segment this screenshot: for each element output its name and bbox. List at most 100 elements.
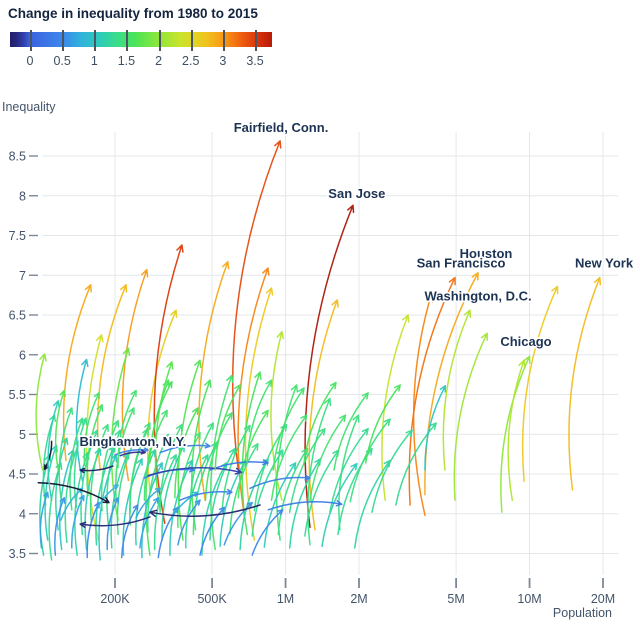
city-arrow[interactable] xyxy=(54,497,66,556)
city-arrow[interactable] xyxy=(199,506,226,556)
city-arrow[interactable] xyxy=(288,427,326,513)
city-label: New York xyxy=(575,255,634,270)
city-arrow[interactable] xyxy=(153,454,177,551)
city-arrow[interactable] xyxy=(43,440,53,470)
legend-tick xyxy=(222,30,225,51)
city-arrow[interactable] xyxy=(381,314,410,501)
chart-title: Change in inequality from 1980 to 2015 xyxy=(8,6,258,21)
city-arrow[interactable] xyxy=(453,332,488,501)
city-arrow[interactable] xyxy=(149,381,173,464)
city-arrow[interactable] xyxy=(244,287,274,541)
city-arrow[interactable] xyxy=(249,474,311,490)
city-arrow[interactable] xyxy=(179,488,233,501)
city-arrow[interactable] xyxy=(147,467,243,477)
city-arrow[interactable] xyxy=(371,429,413,513)
city-arrow[interactable] xyxy=(71,494,85,549)
city-arrow[interactable] xyxy=(309,414,347,501)
city-arrow[interactable] xyxy=(500,355,531,513)
legend-tick-label: 2 xyxy=(155,54,163,68)
city-arrow[interactable] xyxy=(412,294,434,517)
city-arrow[interactable] xyxy=(75,358,89,482)
city-arrow[interactable] xyxy=(349,418,391,503)
city-arrow[interactable] xyxy=(147,433,170,533)
city-arrow[interactable] xyxy=(96,284,128,471)
city-arrow[interactable] xyxy=(89,423,109,524)
city-arrow[interactable] xyxy=(251,449,284,537)
city-arrow[interactable] xyxy=(568,276,602,491)
x-tick-label: 200K xyxy=(100,592,130,606)
city-arrow[interactable] xyxy=(120,504,139,559)
city-arrow[interactable] xyxy=(277,447,309,536)
city-arrow[interactable] xyxy=(159,423,183,513)
city-arrow[interactable] xyxy=(64,439,82,544)
city-arrow[interactable] xyxy=(135,487,161,519)
city-arrow[interactable] xyxy=(106,497,119,551)
city-arrow[interactable] xyxy=(54,389,66,471)
city-arrow[interactable] xyxy=(272,387,305,471)
city-arrow[interactable] xyxy=(214,384,241,471)
city-arrow[interactable] xyxy=(174,407,199,499)
city-arrow[interactable] xyxy=(246,379,273,464)
city-label: Chicago xyxy=(500,334,551,349)
city-arrow[interactable] xyxy=(86,404,104,497)
city-arrow[interactable] xyxy=(39,491,49,549)
legend-tick xyxy=(158,30,161,51)
city-arrow[interactable] xyxy=(139,497,160,549)
city-arrow[interactable] xyxy=(408,276,456,506)
city-arrow[interactable] xyxy=(191,379,212,531)
city-arrow[interactable] xyxy=(210,374,234,551)
x-tick-label: 500K xyxy=(197,592,227,606)
city-arrow[interactable] xyxy=(119,449,146,457)
city-arrow[interactable] xyxy=(95,484,119,511)
city-arrow[interactable] xyxy=(221,424,251,513)
y-axis-title: Inequality xyxy=(2,100,56,114)
city-arrow[interactable] xyxy=(79,516,151,529)
city-arrow[interactable] xyxy=(149,504,261,518)
city-arrow[interactable] xyxy=(521,285,559,482)
city-arrow[interactable] xyxy=(231,140,282,471)
city-arrow[interactable] xyxy=(79,465,114,474)
city-arrow[interactable] xyxy=(395,422,437,506)
city-arrow[interactable] xyxy=(442,309,472,471)
city-arrow[interactable] xyxy=(251,509,284,556)
city-arrow[interactable] xyxy=(223,501,253,546)
city-arrow[interactable] xyxy=(275,384,299,541)
city-arrow[interactable] xyxy=(129,422,151,513)
y-tick-label: 7.5 xyxy=(9,229,26,243)
city-arrow[interactable] xyxy=(209,447,236,541)
city-arrow[interactable] xyxy=(83,392,100,467)
city-arrow[interactable] xyxy=(73,417,88,509)
city-arrow[interactable] xyxy=(263,462,297,548)
legend-tick-label: 3.5 xyxy=(246,54,264,68)
city-arrow[interactable] xyxy=(37,481,110,504)
x-tick-label: 5M xyxy=(447,592,464,606)
city-arrow[interactable] xyxy=(364,384,401,464)
y-tick-label: 3.5 xyxy=(9,547,26,561)
city-arrow[interactable] xyxy=(270,414,308,501)
city-arrow[interactable] xyxy=(159,442,211,454)
city-arrow[interactable] xyxy=(117,389,137,469)
city-arrow[interactable] xyxy=(47,400,60,501)
city-arrow[interactable] xyxy=(424,385,447,471)
city-arrow[interactable] xyxy=(204,412,233,501)
city-arrow[interactable] xyxy=(267,500,343,511)
city-label: San Jose xyxy=(328,186,385,201)
city-arrow[interactable] xyxy=(507,359,526,501)
city-arrow[interactable] xyxy=(303,381,337,464)
city-arrow[interactable] xyxy=(308,299,339,531)
city-arrow[interactable] xyxy=(189,422,214,512)
city-arrow[interactable] xyxy=(153,244,184,525)
city-arrow[interactable] xyxy=(58,407,74,499)
city-arrow[interactable] xyxy=(177,499,201,546)
city-arrow[interactable] xyxy=(141,462,163,559)
x-axis-title: Population xyxy=(552,606,612,620)
city-arrow[interactable] xyxy=(177,431,201,529)
city-arrow[interactable] xyxy=(333,392,369,471)
city-arrow[interactable] xyxy=(62,284,92,462)
city-arrow[interactable] xyxy=(229,443,259,535)
city-arrow[interactable] xyxy=(307,397,332,546)
city-arrow[interactable] xyxy=(424,272,479,496)
city-arrow[interactable] xyxy=(35,353,47,471)
city-arrow[interactable] xyxy=(237,267,270,521)
